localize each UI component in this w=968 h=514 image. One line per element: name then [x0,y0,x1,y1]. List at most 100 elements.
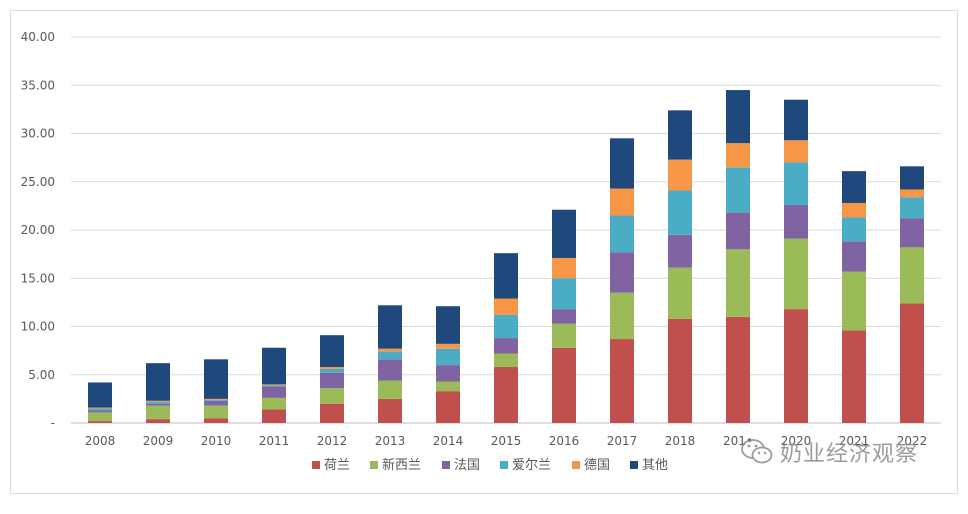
bar-segment [204,359,228,399]
bar-segment [88,382,112,408]
legend-label: 爱尔兰 [512,458,551,473]
bar-segment [320,403,344,423]
bar-segment [900,166,924,190]
bar-segment [900,197,924,219]
bar-segment [668,267,692,319]
bars [88,90,924,423]
bar-segment [436,391,460,423]
bar-segment [610,188,634,216]
bar-segment [900,303,924,423]
bar-segment [494,367,518,423]
bar-segment [842,271,866,331]
bar-segment [784,140,808,163]
bar-segment [552,209,576,258]
bar-segment [494,253,518,299]
bar-segment [320,368,344,373]
y-tick-label: 5.00 [28,368,55,382]
bar-segment [262,386,286,398]
bar-segment [726,316,750,423]
bar-segment [552,278,576,310]
bar-segment [610,215,634,253]
bar-segment [668,234,692,268]
bar-segment [726,249,750,317]
bar-segment [494,338,518,354]
bar-segment [262,384,286,386]
bar-segment [726,212,750,250]
legend-label: 新西兰 [382,457,421,473]
x-tick-label: 2011 [259,434,290,448]
bar-segment [146,405,170,420]
y-tick-label: 15.00 [21,271,55,285]
bar-segment [88,407,112,409]
bar-segment [146,363,170,401]
bar-segment [842,217,866,242]
bar-segment [320,372,344,389]
bar-segment [494,353,518,368]
bar-segment [146,401,170,404]
x-tick-label: 2008 [85,434,116,448]
bar-segment [726,90,750,144]
bar-segment [88,410,112,413]
bar-segment [378,351,402,360]
bar-segment [726,143,750,168]
bar-segment [726,167,750,213]
legend-label: 其他 [642,458,668,473]
bar-segment [900,218,924,248]
x-tick-label: 2014 [433,434,464,448]
bar-segment [204,400,228,406]
bar-segment [784,204,808,239]
y-tick-label: 25.00 [21,175,55,189]
x-tick-label: 2020 [781,434,812,448]
bar-segment [436,306,460,344]
bar-segment [378,359,402,381]
y-tick-label: 10.00 [21,320,55,334]
bar-segment [668,190,692,235]
stacked-bar-chart: - 5.00 10.00 15.00 20.00 25.00 30.00 35.00 40.00… [21,30,941,473]
legend-swatch [442,461,450,469]
x-tick-label: 2010 [201,434,232,448]
y-tick-label: 40.00 [21,30,55,44]
bar-segment [262,347,286,385]
legend-swatch [500,461,508,469]
bar-segment [842,171,866,203]
x-tick-label: 2022 [897,434,928,448]
y-tick-label: 35.00 [21,78,55,92]
bar-segment [204,405,228,419]
bar-segment [378,398,402,423]
bar-segment [552,347,576,423]
bar-segment [784,99,808,141]
bar-segment [668,318,692,423]
x-tick-label: 2021 [839,434,870,448]
y-tick-label: 30.00 [21,127,55,141]
bar-segment [204,418,228,423]
x-tick-label: 2012 [317,434,348,448]
bar-segment [204,398,228,400]
bar-segment [436,348,460,366]
bar-segment [784,238,808,310]
legend-label: 法国 [454,458,480,473]
bar-segment [552,309,576,324]
x-tick-label: 201• [723,434,753,448]
bar-segment [784,309,808,423]
bar-segment [88,408,112,411]
bar-segment [494,314,518,339]
bar-segment [900,189,924,198]
bar-segment [900,247,924,304]
bar-segment [610,292,634,340]
bar-segment [842,241,866,272]
bar-segment [842,330,866,423]
bar-segment [146,400,170,402]
bar-segment [88,412,112,422]
bar-segment [784,162,808,205]
watermark: 奶业经济观察 [740,436,918,468]
bar-segment [610,252,634,293]
watermark-text: 奶业经济观察 [780,442,919,467]
legend-label: 荷兰 [324,458,350,473]
bar-segment [842,202,866,218]
x-tick-label: 2013 [375,434,406,448]
bar-segment [320,335,344,368]
bar-segment [494,298,518,315]
bar-segment [436,381,460,392]
y-tick-label: 20.00 [21,223,55,237]
legend-swatch [572,461,580,469]
